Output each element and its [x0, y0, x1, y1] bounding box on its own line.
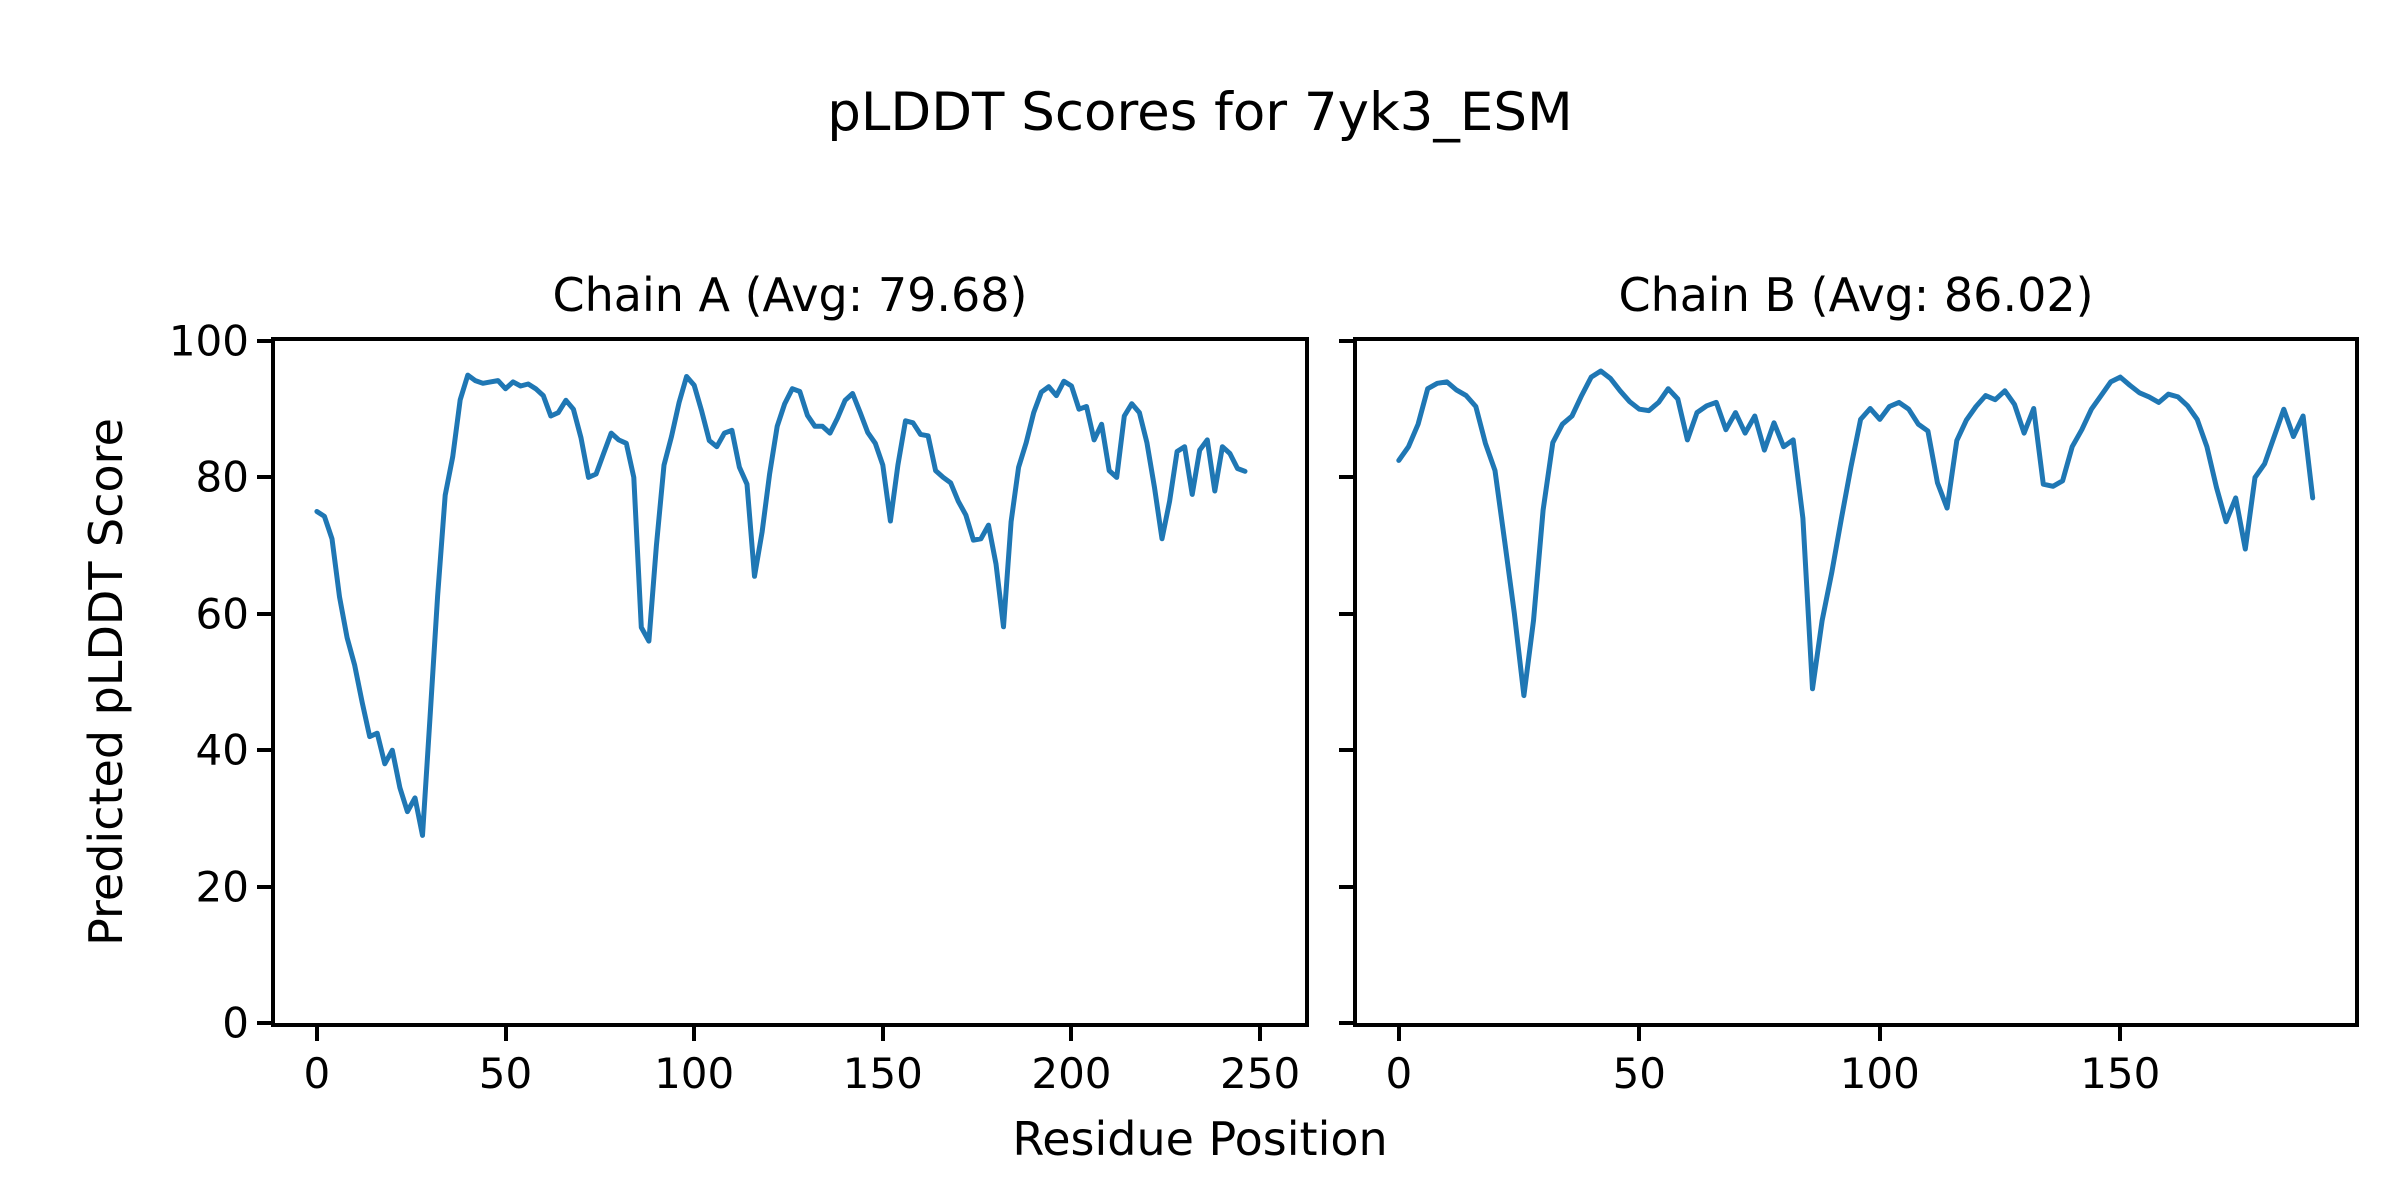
- x-tick-label: 200: [1031, 1049, 1112, 1098]
- x-tick-label: 100: [654, 1049, 735, 1098]
- x-tick-label: 250: [1220, 1049, 1301, 1098]
- figure-title: pLDDT Scores for 7yk3_ESM: [827, 82, 1573, 143]
- chain-b-title: Chain B (Avg: 86.02): [1618, 268, 2094, 322]
- y-tick-mark: [1339, 1021, 1353, 1025]
- y-tick-mark: [257, 884, 271, 889]
- plddt-line-chain-a: [314, 372, 1248, 838]
- y-tick-mark: [1339, 475, 1353, 480]
- x-tick-mark: [880, 1027, 885, 1041]
- y-tick-label: 100: [168, 316, 249, 366]
- x-tick-mark: [1258, 1027, 1263, 1041]
- y-tick-label: 40: [195, 725, 249, 775]
- x-tick-label: 0: [303, 1049, 331, 1098]
- y-tick-mark: [257, 611, 271, 616]
- y-axis-label: Predicted pLDDT Score: [79, 418, 133, 946]
- y-tick-mark: [257, 748, 271, 753]
- chain-a-title: Chain A (Avg: 79.68): [552, 268, 1028, 322]
- plddt-series-chain-b: [1396, 368, 2316, 699]
- y-tick-mark: [1339, 884, 1353, 889]
- x-tick-mark: [1637, 1027, 1642, 1041]
- x-tick-mark: [1069, 1027, 1074, 1041]
- y-tick-label: 80: [195, 452, 249, 502]
- chain-a-plot: 0 50 100 150 200 250 0 20 40 60 80 100: [169, 317, 1309, 1098]
- y-tick-label: 0: [222, 998, 249, 1048]
- y-tick-label: 60: [195, 589, 249, 639]
- chain-b-plot: 0 50 100 150: [1339, 337, 2359, 1098]
- plddt-line-chain-b: [1396, 368, 2316, 699]
- x-tick-mark: [503, 1027, 508, 1041]
- y-tick-mark: [257, 1021, 271, 1025]
- y-tick-mark: [1339, 748, 1353, 753]
- x-tick-label: 150: [842, 1049, 923, 1098]
- plddt-series-chain-a: [314, 372, 1248, 838]
- x-tick-mark: [1877, 1027, 1882, 1041]
- y-tick-mark: [257, 339, 271, 343]
- y-tick-mark: [257, 475, 271, 480]
- x-tick-label: 50: [478, 1049, 533, 1098]
- x-tick-mark: [1396, 1027, 1401, 1041]
- x-tick-mark: [314, 1027, 319, 1041]
- y-tick-mark: [1339, 339, 1353, 343]
- x-tick-label: 0: [1385, 1049, 1413, 1098]
- x-tick-mark: [692, 1027, 697, 1041]
- x-tick-mark: [2118, 1027, 2123, 1041]
- x-axis-label: Residue Position: [1012, 1112, 1388, 1166]
- x-tick-label: 50: [1612, 1049, 1667, 1098]
- x-tick-label: 100: [1839, 1049, 1920, 1098]
- y-tick-label: 20: [195, 862, 249, 912]
- x-tick-label: 150: [2080, 1049, 2161, 1098]
- y-tick-mark: [1339, 611, 1353, 616]
